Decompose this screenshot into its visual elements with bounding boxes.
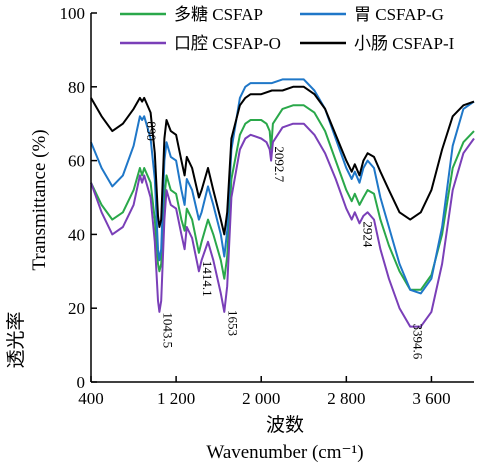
- peak-annotation: 890: [144, 121, 159, 141]
- y-tick-label: 80: [68, 78, 85, 97]
- peak-annotation: 1043.5: [160, 312, 175, 348]
- x-tick-label: 2 800: [327, 389, 365, 408]
- y-tick-label: 40: [68, 225, 85, 244]
- peak-annotation: 3394.6: [411, 324, 426, 360]
- x-tick-label: 3 600: [412, 389, 450, 408]
- legend-label: 多糖 CSFAP: [174, 5, 263, 24]
- x-tick-label: 2 000: [242, 389, 280, 408]
- legend-label: 小肠 CSFAP-I: [354, 34, 455, 53]
- x-axis-title: Wavenumber (cm⁻¹): [206, 442, 363, 463]
- y-axis-title: Transmittance (%): [29, 129, 50, 270]
- plot-lines: [90, 78, 475, 328]
- series-line-2: [90, 78, 475, 295]
- series-line-4: [90, 85, 475, 236]
- legend: 多糖 CSFAP 胃 CSFAP-G 口腔 CSFAP-O 小肠 CSFAP-I: [120, 5, 455, 53]
- peak-annotation: 1653: [225, 310, 240, 336]
- y-tick-label: 60: [68, 152, 85, 171]
- y-tick-label: 0: [77, 373, 86, 392]
- peak-annotation: 1414.1: [200, 261, 215, 297]
- x-tick-label: 1 200: [157, 389, 195, 408]
- axes: 0 20 40 60 80 100 400 1 200 2 000 2 800 3 600: [60, 4, 474, 408]
- series-line-3: [90, 122, 475, 328]
- peak-annotations: 890 1043.5 1414.1 1653 2092.7 2924 3394.6: [144, 121, 425, 359]
- peak-annotation: 2092.7: [272, 146, 287, 182]
- axis-titles: 波数 Wavenumber (cm⁻¹) 透光率 Transmittance (…: [5, 129, 364, 463]
- legend-label: 胃 CSFAP-G: [354, 5, 444, 24]
- y-tick-label: 100: [60, 4, 86, 23]
- x-tick-label: 400: [78, 389, 104, 408]
- legend-label: 口腔 CSFAP-O: [174, 34, 281, 53]
- y-tick-label: 20: [68, 299, 85, 318]
- peak-annotation: 2924: [361, 221, 376, 248]
- series-line-1: [90, 104, 475, 291]
- y-axis-title-cn: 透光率: [5, 311, 27, 368]
- x-axis-title-cn: 波数: [266, 414, 304, 436]
